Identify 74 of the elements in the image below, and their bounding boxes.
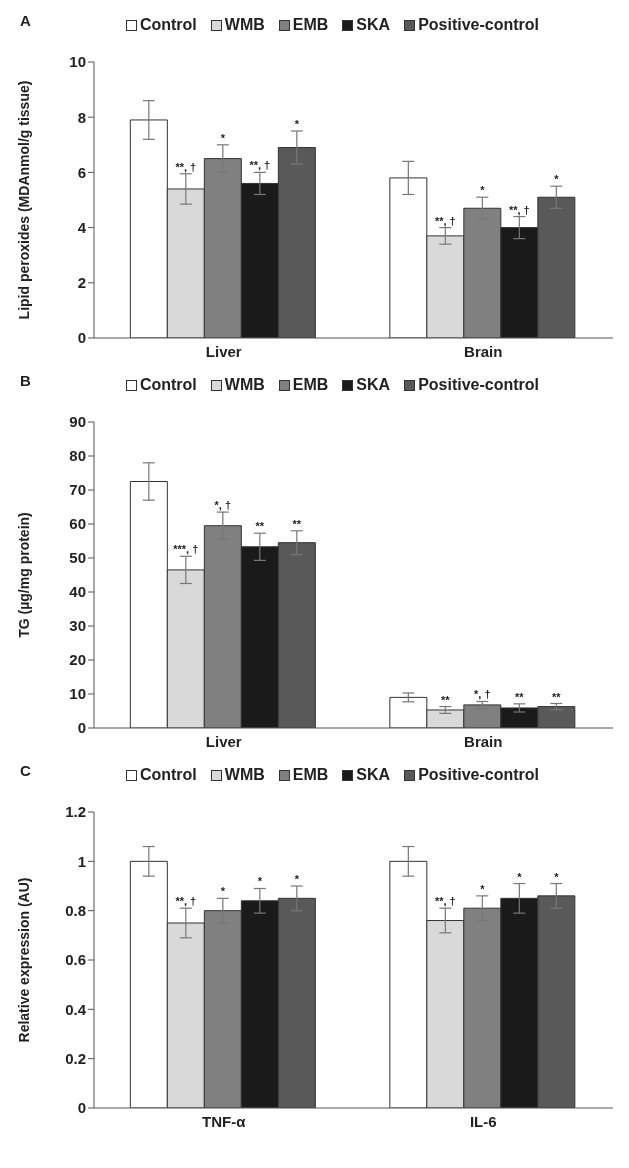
- legend-label: Control: [138, 16, 197, 34]
- y-tick-label: 0.6: [65, 951, 86, 969]
- y-tick-label: 0.4: [65, 1000, 87, 1018]
- data-label: *: [220, 131, 226, 144]
- y-tick-label: 20: [69, 651, 86, 669]
- y-axis-title: Lipid peroxides (MDAnmol/g tissue): [15, 80, 32, 320]
- data-label: ***, †: [173, 543, 199, 556]
- y-tick-label: 8: [77, 108, 86, 126]
- legend-label: Positive-control: [417, 16, 540, 34]
- data-label: *: [480, 882, 486, 895]
- data-label: **: [552, 690, 562, 703]
- data-label: **: [292, 517, 302, 530]
- chart-title: B: [20, 372, 31, 389]
- y-tick-label: 60: [69, 515, 86, 533]
- x-tick-label: Brain: [464, 342, 503, 360]
- y-tick-label: 30: [69, 617, 86, 635]
- legend-label: SKA: [355, 16, 391, 34]
- data-label: *: [517, 870, 523, 883]
- y-tick-label: 90: [69, 413, 86, 431]
- data-label: *: [294, 873, 300, 885]
- legend-label: SKA: [355, 766, 391, 784]
- legend-label: Positive-control: [417, 376, 540, 394]
- chart-title: C: [20, 762, 31, 779]
- x-tick-label: TNF-α: [202, 1112, 247, 1130]
- data-label: **: [441, 693, 451, 706]
- y-tick-label: 80: [69, 447, 86, 465]
- x-tick-label: IL-6: [469, 1112, 497, 1130]
- y-tick-label: 40: [69, 583, 86, 601]
- data-label: *: [257, 875, 263, 888]
- legend-label: Positive-control: [417, 766, 540, 784]
- data-label: **: [515, 690, 525, 703]
- data-label: **, †: [175, 895, 197, 908]
- legend-label: WMB: [223, 16, 265, 34]
- legend-label: Control: [138, 766, 197, 784]
- chart-title: A: [20, 12, 31, 29]
- data-label: **, †: [175, 160, 197, 173]
- data-label: **: [255, 520, 265, 533]
- y-axis-title: Relative expression (AU): [15, 877, 32, 1043]
- x-tick-label: Liver: [205, 732, 242, 750]
- y-tick-label: 1: [77, 852, 86, 870]
- y-tick-label: 50: [69, 549, 86, 567]
- legend-label: EMB: [291, 376, 329, 394]
- data-label: **, †: [249, 159, 271, 172]
- y-tick-label: 6: [77, 163, 86, 181]
- data-label: *: [294, 118, 300, 130]
- y-tick-label: 0: [77, 329, 86, 347]
- x-tick-label: Brain: [464, 732, 503, 750]
- data-label: *: [220, 885, 226, 898]
- data-label: **, †: [508, 203, 530, 216]
- y-tick-label: 2: [77, 274, 86, 292]
- data-label: *, †: [214, 499, 232, 512]
- legend-label: WMB: [223, 376, 265, 394]
- legend-label: WMB: [223, 766, 265, 784]
- y-tick-label: 70: [69, 481, 86, 499]
- data-label: *: [554, 870, 560, 883]
- data-label: **, †: [434, 214, 456, 227]
- legend-label: SKA: [355, 376, 391, 394]
- y-tick-label: 0.8: [65, 901, 86, 919]
- legend-label: EMB: [291, 16, 329, 34]
- y-axis-title: TG (µg/mg protein): [15, 512, 32, 638]
- legend-label: EMB: [291, 766, 329, 784]
- data-label: *, †: [474, 688, 491, 701]
- y-tick-label: 0: [77, 719, 86, 737]
- data-label: *: [554, 173, 560, 186]
- y-tick-label: 4: [77, 218, 87, 236]
- y-tick-label: 10: [69, 685, 86, 703]
- data-label: *: [480, 184, 486, 197]
- legend-label: Control: [138, 376, 197, 394]
- x-tick-label: Liver: [205, 342, 242, 360]
- y-tick-label: 0: [77, 1099, 86, 1117]
- data-label: **, †: [434, 895, 456, 908]
- y-tick-label: 1.2: [65, 803, 86, 821]
- y-tick-label: 0.2: [65, 1049, 86, 1067]
- y-tick-label: 10: [69, 53, 86, 71]
